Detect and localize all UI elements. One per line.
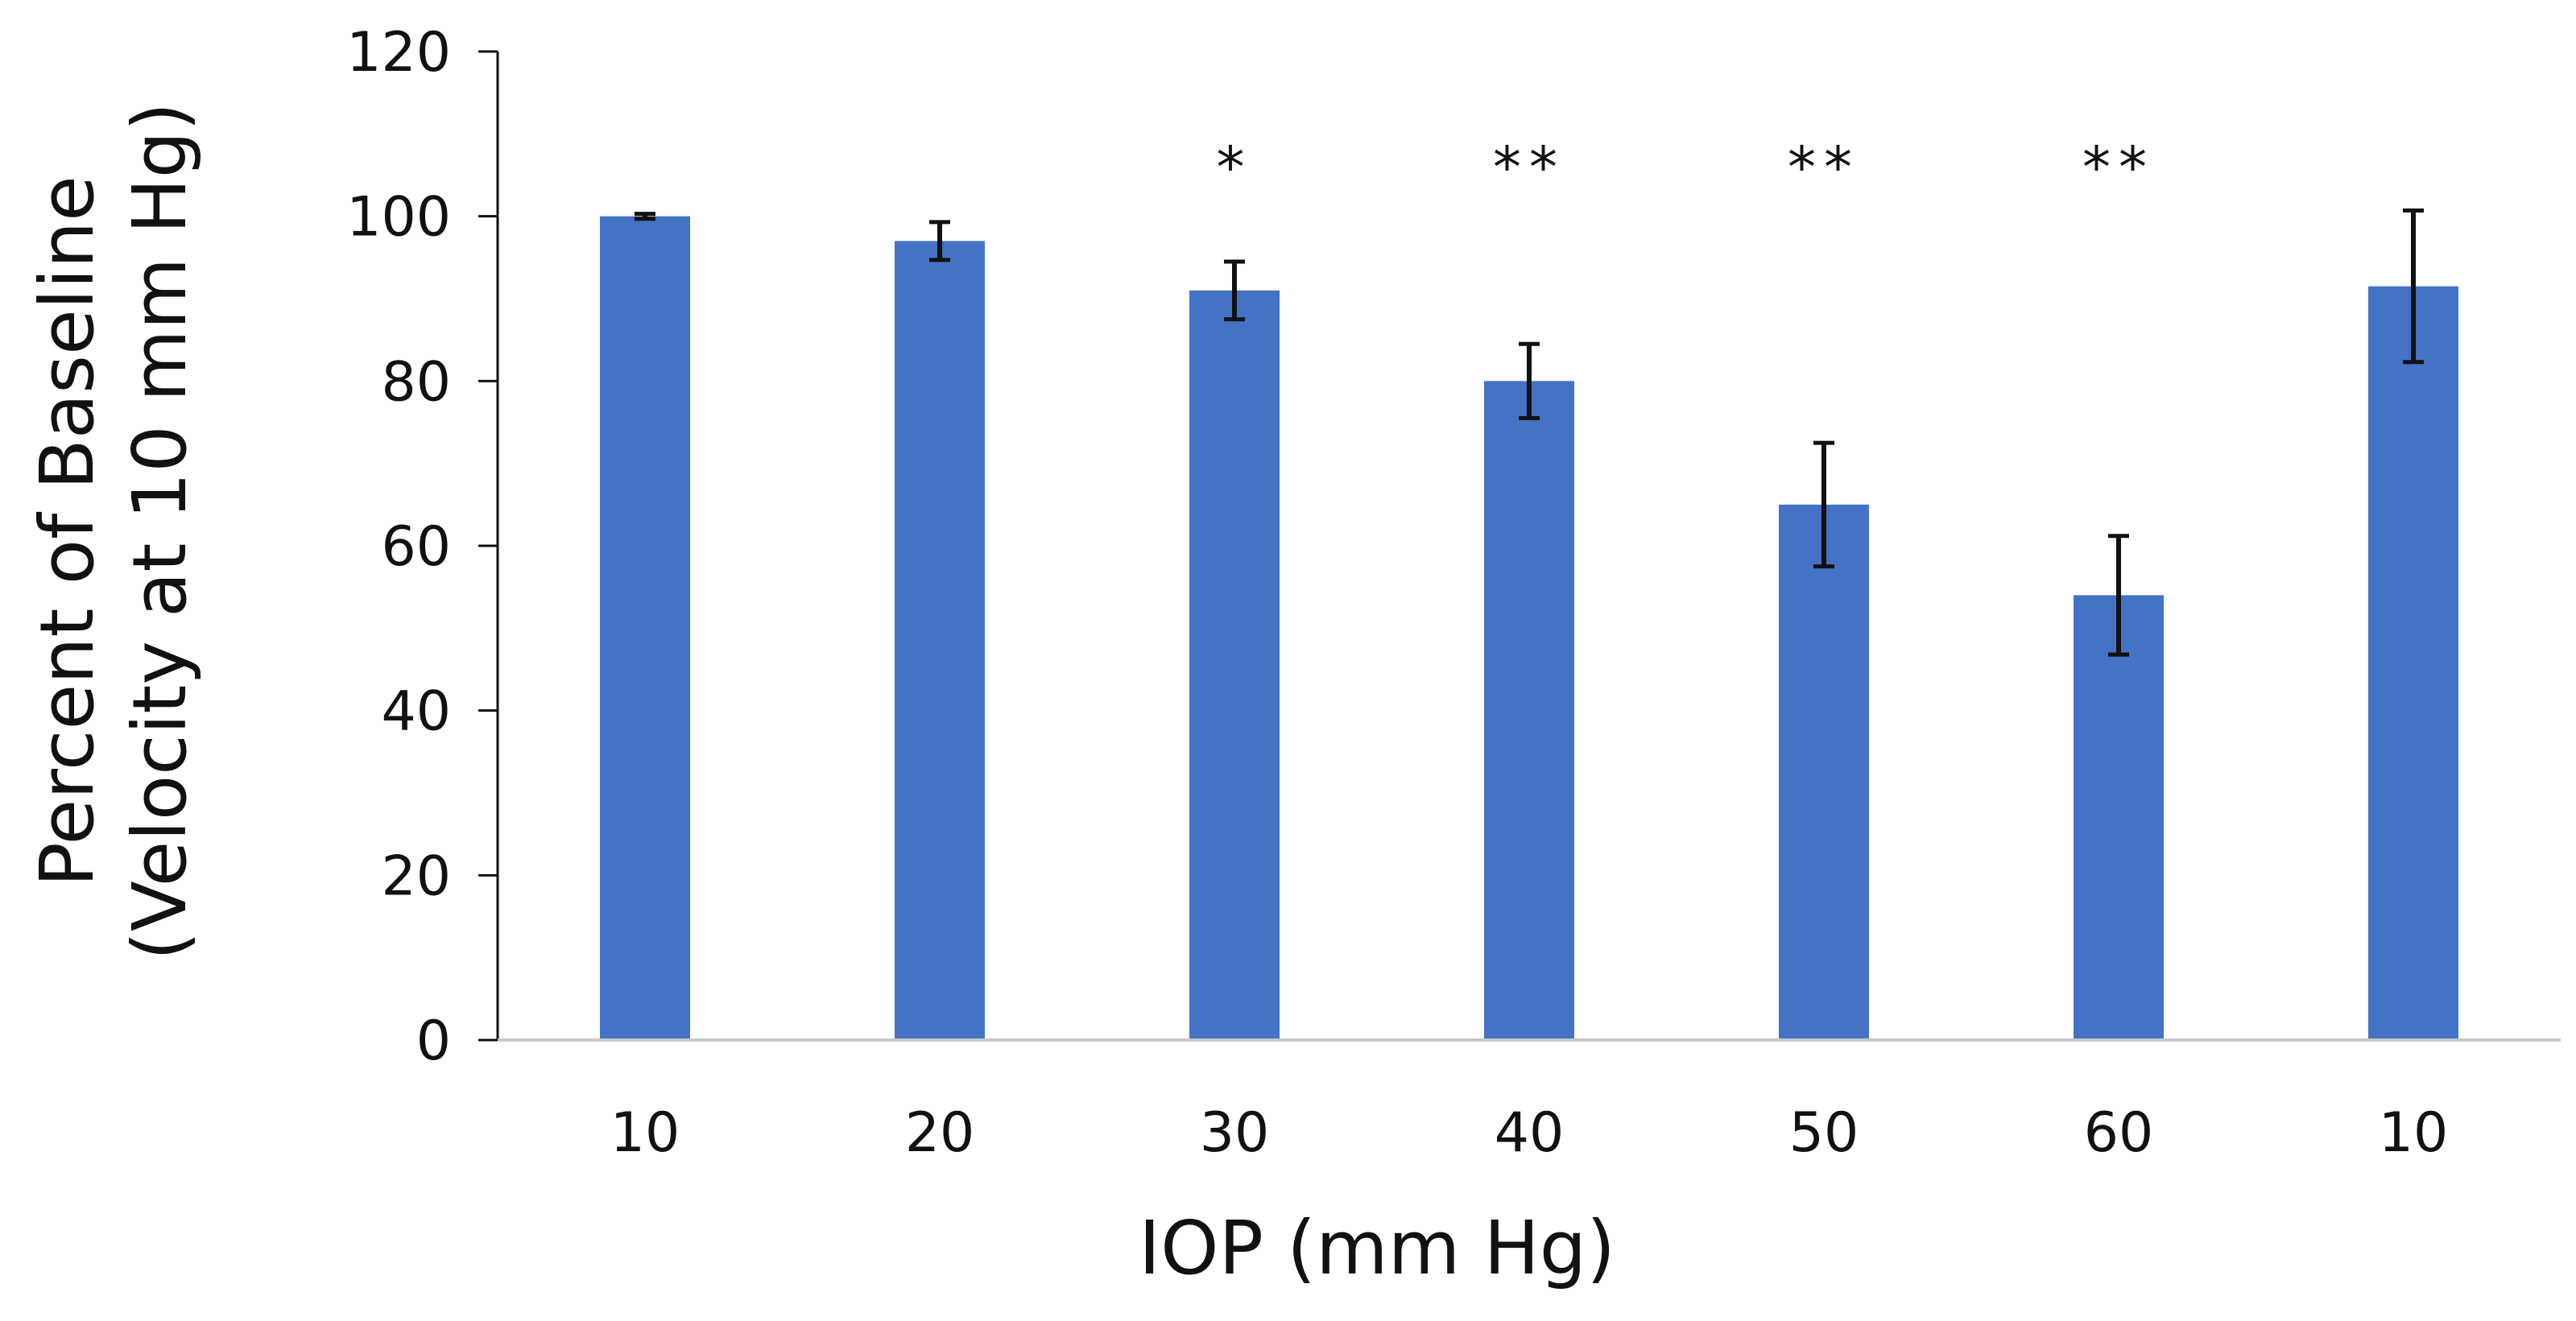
x-tick-label: 30 (1200, 1101, 1270, 1165)
y-tick-label: 20 (381, 844, 451, 908)
y-tick-label: 120 (346, 21, 451, 85)
significance-group: * ** ** ** (1217, 134, 2155, 200)
significance-marker: ** (1493, 134, 1565, 200)
bar (600, 216, 690, 1041)
bar (2368, 286, 2458, 1040)
significance-marker: * (1217, 134, 1253, 200)
significance-marker: ** (2082, 134, 2155, 200)
y-tick-label: 40 (381, 680, 451, 744)
bars-group (600, 216, 2458, 1041)
x-tick-label: 20 (905, 1101, 975, 1165)
y-tick-label: 80 (381, 350, 451, 414)
y-axis-title-line2: (Velocity at 10 mm Hg) (117, 102, 203, 960)
bar (895, 241, 985, 1040)
bar (1484, 381, 1574, 1040)
y-tick-label: 60 (381, 515, 451, 579)
y-axis-title: Percent of Baseline (Velocity at 10 mm H… (24, 102, 203, 960)
x-tick-label: 10 (610, 1101, 680, 1165)
bar (1779, 504, 1869, 1040)
x-tick-label: 40 (1495, 1101, 1565, 1165)
x-axis: 10 20 30 40 50 60 10 (498, 1038, 2561, 1165)
error-bars-group (635, 208, 2424, 657)
y-tick-label: 0 (416, 1009, 451, 1073)
bar (1189, 290, 1280, 1040)
y-tick-label: 100 (346, 186, 451, 250)
x-tick-label: 60 (2084, 1101, 2154, 1165)
x-tick-label: 10 (2379, 1101, 2449, 1165)
y-axis: 0 20 40 60 80 100 120 (346, 21, 499, 1073)
y-axis-title-line1: Percent of Baseline (24, 175, 110, 886)
x-tick-label: 50 (1789, 1101, 1859, 1165)
significance-marker: ** (1788, 134, 1860, 200)
x-axis-title: IOP (mm Hg) (1139, 1205, 1615, 1291)
bar (2074, 595, 2164, 1040)
